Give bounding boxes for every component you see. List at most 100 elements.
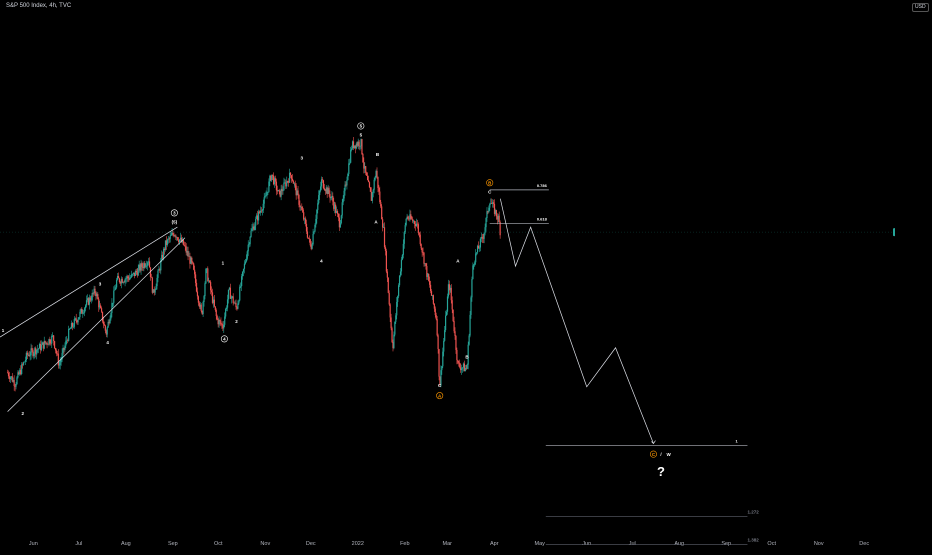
candle-body: [395, 315, 397, 322]
candle-body: [90, 300, 92, 301]
candle: [440, 365, 442, 388]
candle-body: [119, 282, 121, 284]
candle-body: [289, 172, 292, 176]
wave-label: A: [456, 259, 460, 264]
candle-body: [398, 285, 400, 297]
candle: [366, 171, 368, 176]
currency-label[interactable]: USD: [912, 3, 929, 12]
candle: [203, 294, 205, 307]
candle-body: [363, 162, 365, 169]
candle-body: [310, 245, 312, 249]
candle-body: [135, 270, 137, 273]
candle: [216, 314, 218, 320]
candle: [146, 260, 148, 269]
candle: [320, 176, 323, 190]
candle: [441, 365, 443, 375]
candle: [281, 184, 283, 195]
candle: [250, 228, 252, 238]
candle-body: [48, 339, 50, 345]
candle-body: [67, 340, 69, 341]
candle: [278, 188, 280, 195]
candle: [52, 332, 54, 338]
candle-body: [308, 238, 310, 240]
candle: [427, 272, 429, 280]
candle: [389, 303, 391, 322]
candle: [204, 281, 206, 300]
candle: [443, 337, 445, 357]
candle: [488, 205, 490, 214]
candle: [208, 277, 210, 284]
candle-body: [441, 366, 443, 371]
candle: [478, 245, 481, 252]
wave-label-circle: [170, 209, 178, 217]
candle: [479, 237, 482, 252]
candle-body: [290, 175, 293, 179]
candle: [109, 315, 111, 324]
candle: [85, 295, 88, 308]
candle-body: [481, 236, 483, 239]
candle: [298, 193, 300, 208]
candle: [258, 210, 261, 214]
candle-body: [79, 311, 81, 318]
wave-label-text: A: [456, 259, 460, 264]
candle-body: [261, 210, 263, 212]
candle: [463, 360, 466, 372]
candle-body: [454, 331, 456, 336]
candle: [465, 364, 467, 371]
candle-body: [12, 379, 14, 382]
candle: [95, 291, 97, 301]
wave-label-circle: [649, 450, 657, 458]
fib-level-label: 0.786: [537, 183, 548, 188]
candle: [230, 295, 232, 304]
candle: [395, 313, 397, 324]
candle: [417, 222, 419, 236]
candle: [206, 268, 208, 274]
candle-body: [181, 239, 184, 243]
candle-body: [333, 201, 335, 209]
candle-body: [231, 296, 233, 297]
candle-body: [243, 263, 246, 269]
candle: [179, 239, 181, 246]
candle: [32, 348, 34, 358]
wave-label-circled: 5: [357, 122, 365, 130]
wave-label-circle: [357, 122, 365, 130]
wave-label-text: /: [660, 452, 662, 457]
candle-body: [311, 244, 313, 249]
candle-body: [174, 235, 176, 237]
candle: [474, 260, 476, 267]
candle: [153, 286, 155, 296]
candle: [205, 267, 207, 285]
candle-body: [191, 257, 193, 262]
candle-body: [226, 299, 229, 308]
candle: [236, 305, 238, 311]
candle: [177, 236, 179, 241]
candle-body: [143, 263, 145, 269]
candle: [469, 311, 471, 338]
candle-body: [446, 296, 449, 312]
candle-body: [334, 204, 336, 209]
candle: [266, 187, 268, 199]
candle-body: [209, 280, 211, 283]
candle-body: [453, 321, 455, 332]
candle-body: [85, 300, 88, 306]
candle-body: [380, 202, 382, 207]
price-axis[interactable]: [895, 0, 932, 550]
candle-body: [392, 342, 394, 349]
candle-body: [271, 174, 273, 181]
candle-body: [350, 149, 352, 163]
candle-body: [348, 163, 350, 175]
candle: [164, 240, 167, 252]
candle: [111, 298, 113, 318]
candle: [241, 273, 243, 291]
candle: [363, 157, 365, 174]
candle-body: [284, 182, 286, 184]
candle-body: [461, 367, 464, 369]
candle-body: [74, 318, 76, 320]
candle: [162, 251, 164, 260]
wave-label-circled: 4: [220, 335, 228, 343]
candle: [145, 263, 147, 268]
candle-body: [92, 292, 94, 294]
candle-body: [215, 310, 217, 317]
candle: [255, 216, 257, 231]
